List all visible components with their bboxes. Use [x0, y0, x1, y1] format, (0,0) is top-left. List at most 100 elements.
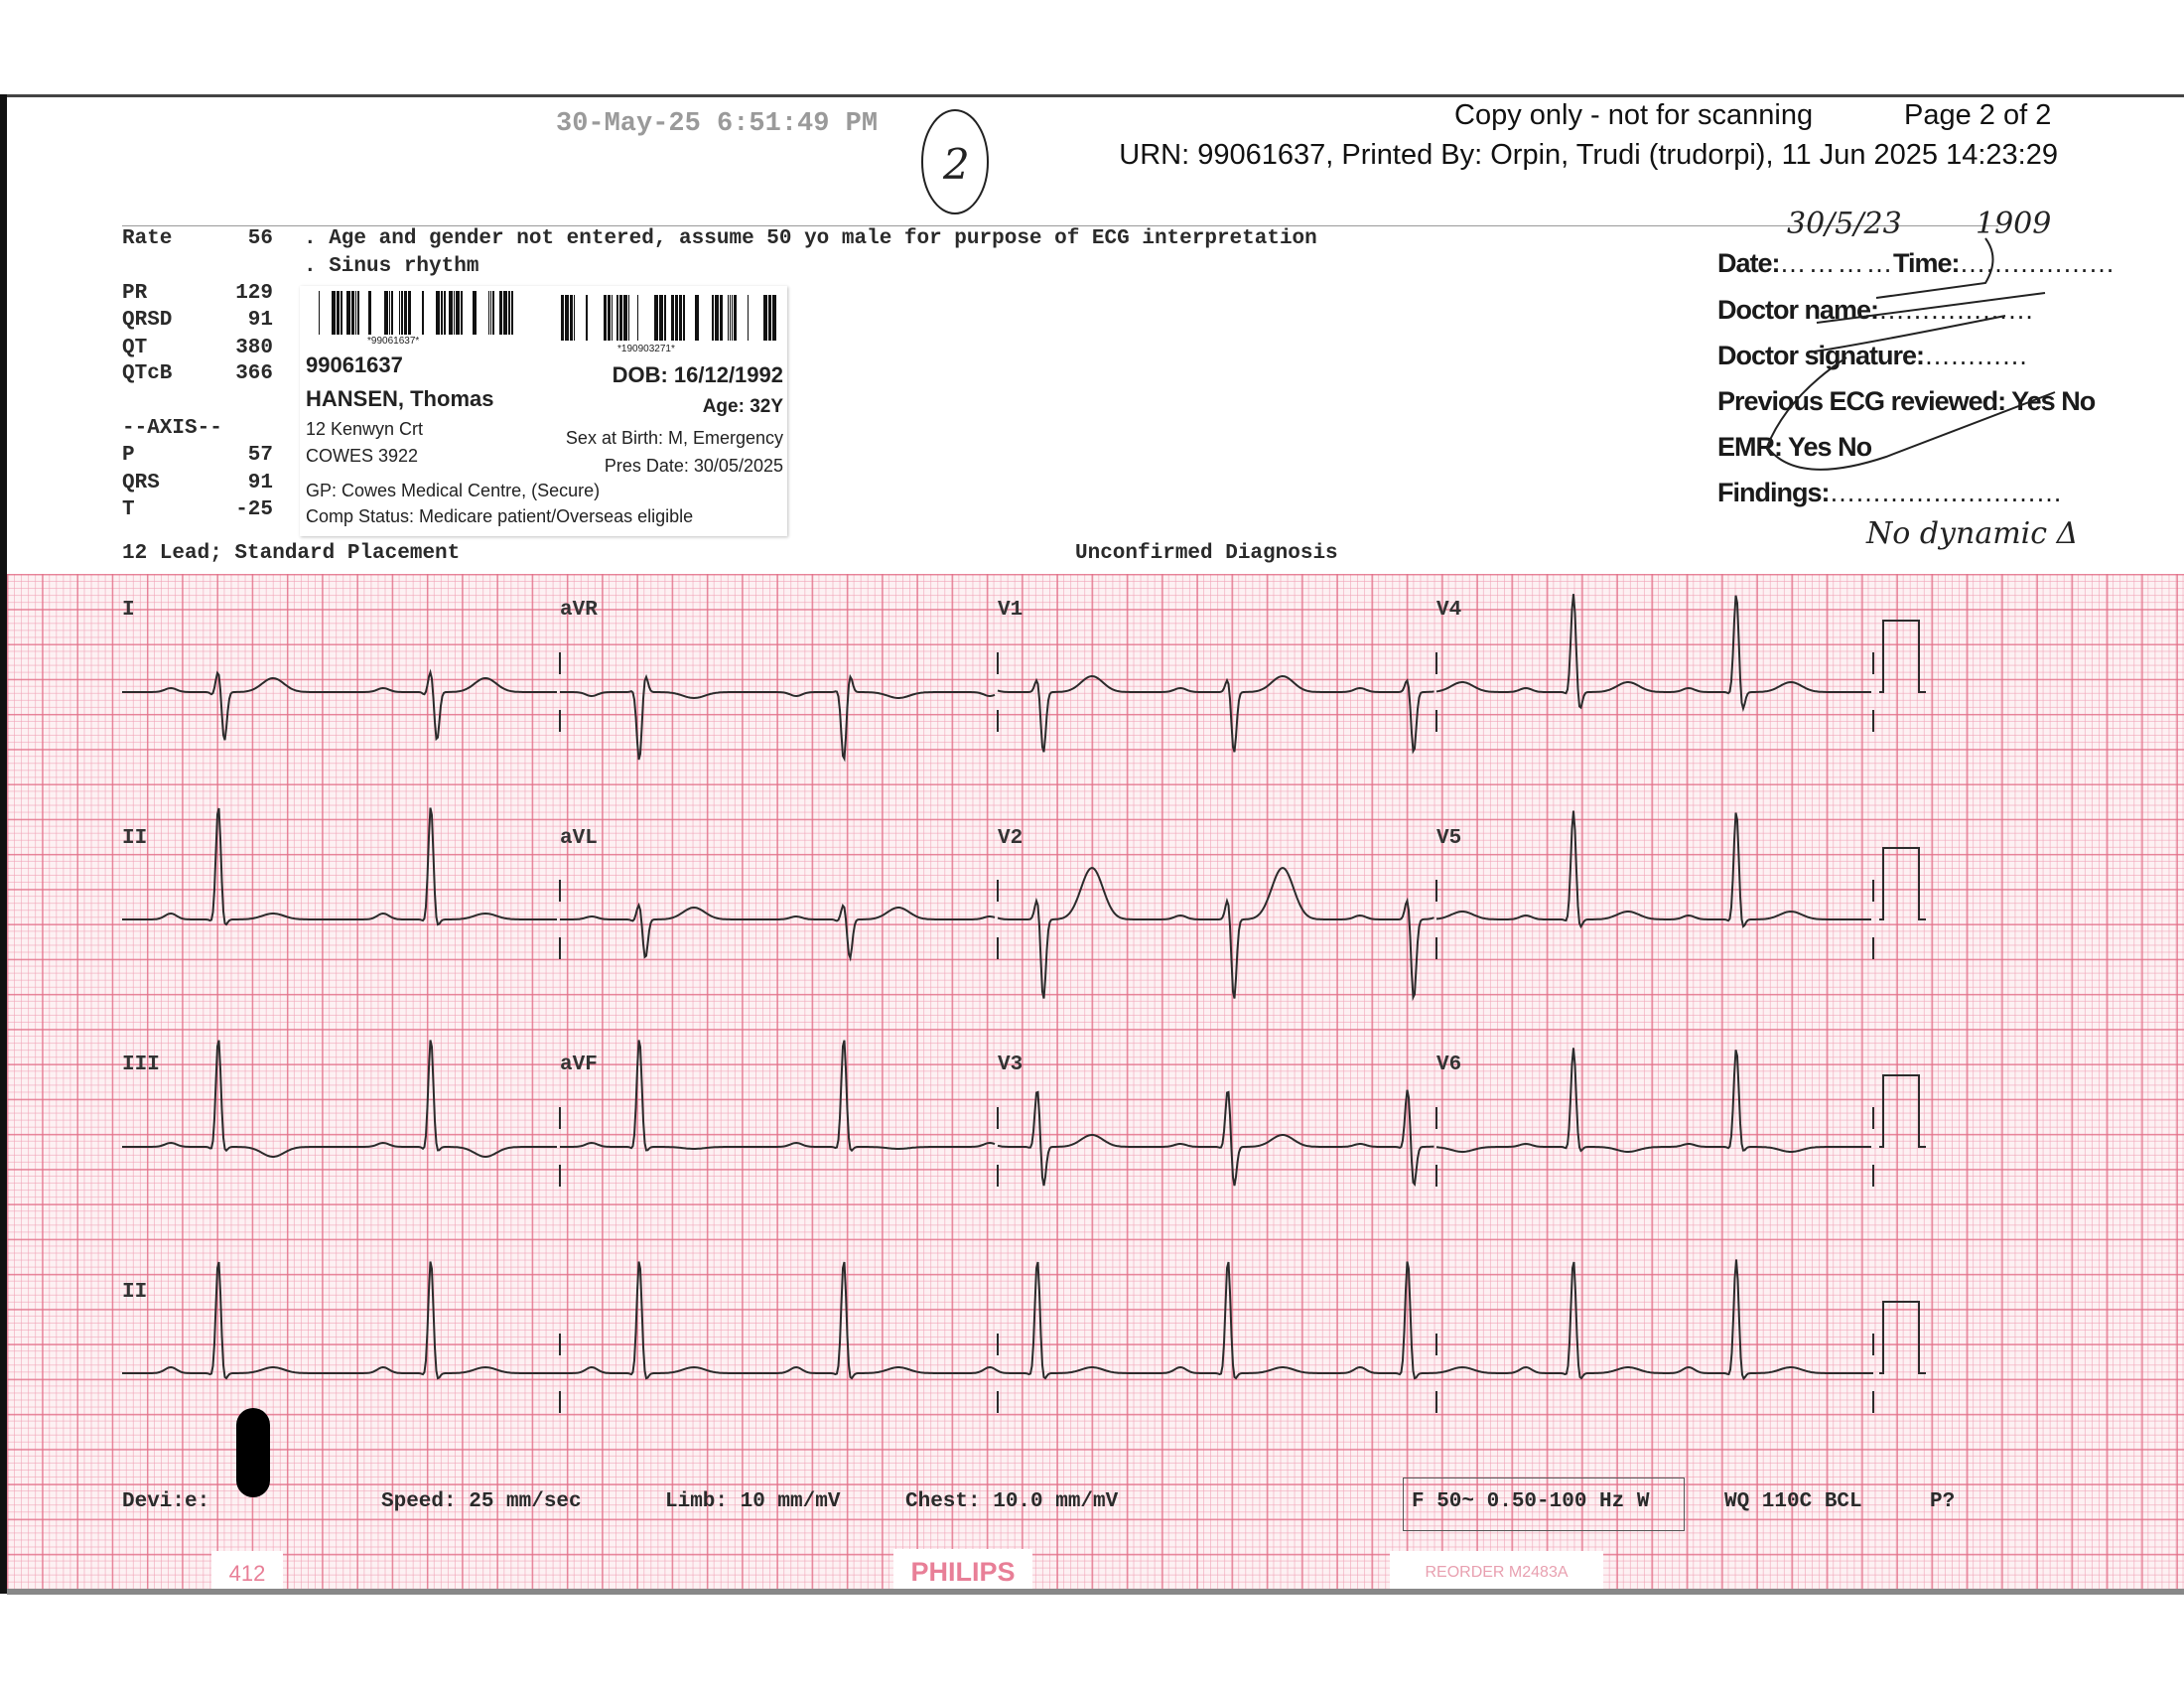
measurement-rate-label: Rate — [122, 227, 173, 250]
ecg-trace-ii-rhythm — [122, 1259, 1873, 1381]
calibration-pulse — [1879, 620, 1926, 693]
copy-notice: Copy only - not for scanning — [1454, 99, 1814, 131]
page-bottom-edge — [7, 1589, 2184, 1595]
findings-field[interactable]: Findings:……………………… — [1717, 478, 2062, 507]
emr-yes[interactable]: Yes — [1788, 432, 1833, 462]
measurement-qtcb-label: QTcB — [122, 362, 173, 385]
lead-label-v3: V3 — [998, 1054, 1024, 1076]
ecg-trace-avl — [560, 902, 996, 962]
patient-address-line1: 12 Kenwyn Crt — [306, 419, 424, 439]
measurement-pr-label: PR — [122, 282, 148, 305]
lead-label-avl: aVL — [560, 827, 598, 850]
axis-t-value: -25 — [235, 498, 273, 521]
ecg-trace-ii — [122, 807, 557, 926]
doctor-name-field[interactable]: Doctor name:……………… — [1717, 295, 2034, 325]
device-label: Devi:e: — [122, 1490, 210, 1513]
time-handwritten: 1909 — [1976, 207, 2052, 241]
patient-urn: 99061637 — [306, 352, 403, 377]
ecg-trace-v6 — [1435, 1048, 1871, 1153]
patient-gp: GP: Cowes Medical Centre, (Secure) — [306, 481, 601, 500]
lead-label-avr: aVR — [560, 599, 598, 622]
axis-p-value: 57 — [247, 444, 273, 467]
date-handwritten: 30/5/23 — [1787, 207, 1902, 241]
diagnosis-status: Unconfirmed Diagnosis — [1075, 542, 1338, 565]
measurement-pr-value: 129 — [235, 282, 273, 305]
patient-address-line2: COWES 3922 — [306, 446, 419, 466]
axis-qrs-label: QRS — [122, 472, 160, 494]
patient-sex: Sex at Birth: M, Emergency — [565, 428, 783, 448]
lead-label-iii: III — [122, 1054, 160, 1076]
scan-edge — [0, 94, 7, 1594]
speed-setting: Speed: 25 mm/sec — [381, 1490, 582, 1513]
lead-label-ii: II — [122, 827, 148, 850]
ecg-trace-v3 — [997, 1089, 1434, 1188]
date-label: Date: — [1717, 248, 1781, 278]
calibration-pulse — [1879, 847, 1926, 920]
lead-label-i: I — [122, 599, 135, 622]
measurement-qtcb-value: 366 — [235, 362, 273, 385]
findings-handwritten: No dynamic Δ — [1866, 516, 2079, 551]
barcode-episode-text: *190903271* — [617, 344, 675, 354]
ecg-trace-v4 — [1435, 594, 1871, 713]
patient-age: Age: 32Y — [702, 396, 783, 417]
lead-label-v1: V1 — [998, 599, 1024, 622]
barcode-urn — [319, 291, 513, 335]
interpretation-line-1: . Age and gender not entered, assume 50 … — [304, 227, 1317, 250]
review-date-field[interactable]: Date:………… — [1717, 248, 1895, 278]
lead-placement: 12 Lead; Standard Placement — [122, 542, 461, 565]
time-label: Time: — [1893, 248, 1961, 278]
patient-dob: DOB: 16/12/1992 — [612, 362, 783, 387]
chest-gain: Chest: 10.0 mm/mV — [905, 1490, 1119, 1513]
lead-label-ii: II — [122, 1281, 148, 1304]
measurement-qt-label: QT — [122, 337, 148, 359]
doctor-name-label: Doctor name: — [1717, 295, 1879, 325]
p-flag: P? — [1930, 1490, 1956, 1513]
measurement-rate-value: 56 — [247, 227, 273, 250]
emr-no[interactable]: No — [1838, 432, 1872, 462]
ecg-trace-avf — [560, 1040, 996, 1153]
review-time-field[interactable]: Time:……………… — [1893, 248, 2116, 278]
ecg-trace-iii — [122, 1040, 557, 1159]
doctor-signature-label: Doctor signature: — [1717, 341, 1925, 370]
calibration-pulse — [1879, 1074, 1926, 1148]
axis-qrs-value: 91 — [247, 472, 273, 494]
previous-ecg-no[interactable]: No — [2061, 386, 2096, 416]
barcode-episode — [561, 295, 776, 341]
measurement-qrsd-value: 91 — [247, 309, 273, 332]
axis-title: --AXIS-- — [122, 417, 222, 440]
lead-label-v5: V5 — [1436, 827, 1462, 850]
calibration-pulse — [1879, 1301, 1926, 1374]
signature-scribble — [1765, 237, 2056, 471]
print-timestamp: 30-May-25 6:51:49 PM — [556, 109, 879, 139]
ecg-trace-i — [122, 668, 557, 742]
patient-pres-date: Pres Date: 30/05/2025 — [604, 456, 783, 476]
barcode-urn-text: *99061637* — [367, 336, 420, 347]
patient-comp-status: Comp Status: Medicare patient/Overseas e… — [306, 506, 694, 526]
lead-label-v6: V6 — [1436, 1054, 1462, 1076]
ecg-trace-avr — [560, 673, 996, 763]
brand-logo: PHILIPS — [893, 1549, 1032, 1591]
filter-setting: F 50~ 0.50-100 Hz W — [1403, 1477, 1685, 1531]
page-top-edge — [7, 94, 2184, 97]
patient-name: HANSEN, Thomas — [306, 386, 494, 411]
circled-page-number: 2 — [921, 109, 989, 214]
limb-gain: Limb: 10 mm/mV — [665, 1490, 841, 1513]
interpretation-line-2: . Sinus rhythm — [304, 255, 479, 278]
ecg-trace-v1 — [997, 674, 1434, 755]
page-indicator: Page 2 of 2 — [1904, 99, 2052, 131]
findings-label: Findings: — [1717, 478, 1830, 507]
lead-label-v4: V4 — [1436, 599, 1462, 622]
previous-ecg-label: Previous ECG reviewed: — [1717, 386, 2006, 416]
measurement-qrsd-label: QRSD — [122, 309, 173, 332]
emr-field[interactable]: EMR: Yes No — [1717, 432, 1872, 463]
lead-label-v2: V2 — [998, 827, 1024, 850]
redaction-mark — [236, 1408, 270, 1497]
device-code: WQ 110C BCL — [1724, 1490, 1862, 1513]
measurement-qt-value: 380 — [235, 337, 273, 359]
doctor-signature-field[interactable]: Doctor signature:………… — [1717, 341, 2028, 370]
reorder-code: REORDER M2483A — [1390, 1551, 1603, 1591]
handwritten-page-number: 2 — [942, 140, 970, 189]
ecg-grid-paper — [7, 574, 2184, 1589]
lead-label-avf: aVF — [560, 1054, 598, 1076]
